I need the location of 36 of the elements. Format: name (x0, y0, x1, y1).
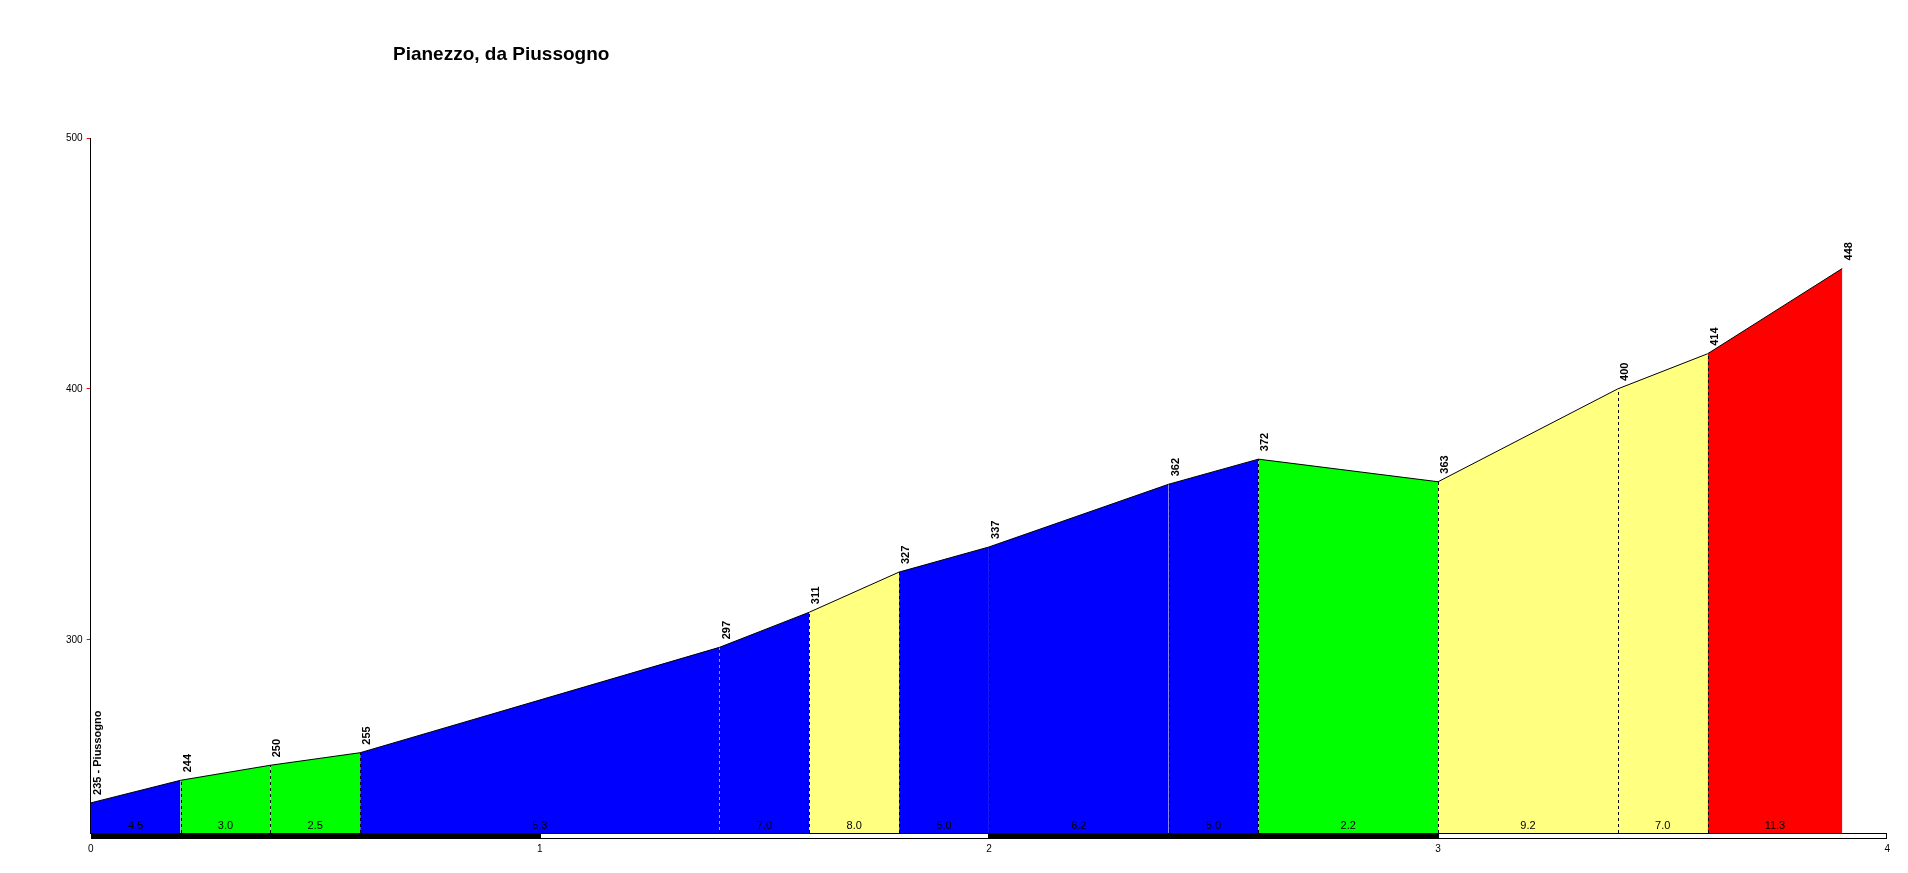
data-label: 297 (719, 620, 732, 640)
annotation: 7.0 (756, 818, 773, 831)
x-tick-label: 0 (87, 842, 94, 854)
x-tick-label: 4 (1884, 842, 1891, 854)
y-tick-label: 300 (66, 633, 84, 645)
y-tick-label: 500 (66, 131, 84, 143)
data-label: 372 (1258, 432, 1271, 452)
data-label: 363 (1438, 455, 1451, 474)
data-label: 311 (809, 586, 822, 605)
annotation: 7.0 (1655, 818, 1671, 831)
annotation: 8.0 (846, 818, 862, 831)
y-tick-label: 400 (66, 382, 84, 394)
data-label: 400 (1617, 362, 1630, 381)
annotation: 3.0 (217, 818, 234, 831)
annotation: 9.2 (1520, 818, 1536, 831)
data-label: 327 (899, 545, 912, 565)
data-label: 255 (360, 726, 373, 745)
data-label: 448 (1842, 242, 1855, 261)
data-label: 235 - Piussogno (90, 710, 103, 795)
x-tick-label: 2 (986, 842, 993, 854)
annotation: 4.5 (127, 818, 144, 831)
annotation: 11.3 (1764, 818, 1786, 831)
data-label: 414 (1707, 326, 1720, 346)
annotation: 5.0 (1205, 818, 1222, 831)
chart-title: Pianezzo, da Piussogno (392, 43, 610, 65)
data-label: 250 (270, 738, 283, 758)
x-tick-label: 3 (1435, 842, 1442, 854)
data-label: 362 (1168, 457, 1181, 477)
data-label: 337 (988, 520, 1001, 539)
annotation: 2.5 (307, 818, 323, 831)
annotation: 5.0 (936, 818, 952, 831)
annotation: 5.3 (532, 818, 548, 831)
annotation: 6.2 (1071, 818, 1087, 831)
data-label: 244 (180, 753, 193, 773)
x-tick-label: 1 (537, 842, 544, 854)
annotation: 2.2 (1340, 818, 1356, 831)
